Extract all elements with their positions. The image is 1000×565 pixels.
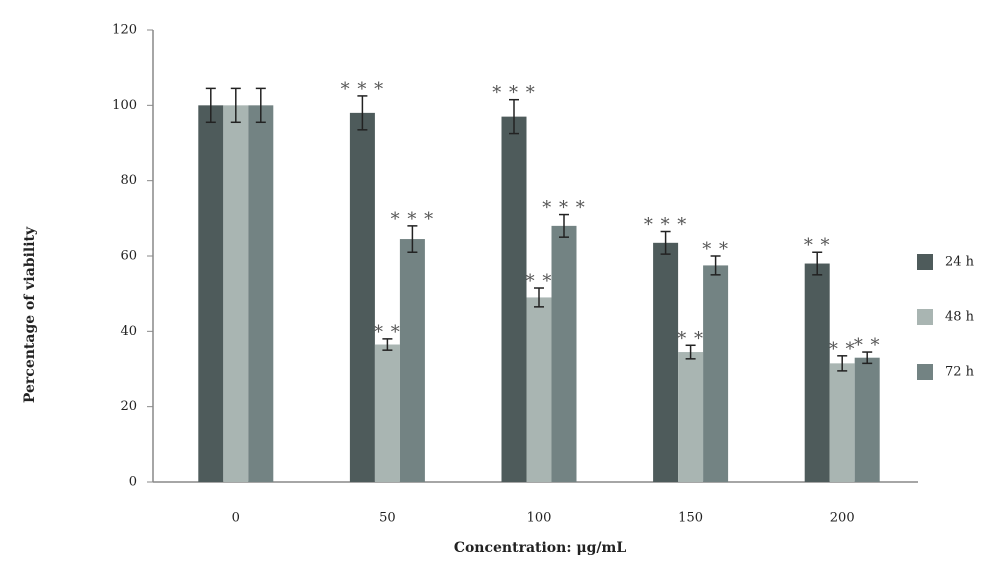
error-bar xyxy=(710,255,721,276)
bar xyxy=(526,297,552,482)
legend-swatch xyxy=(917,254,933,270)
error-bar xyxy=(812,251,823,276)
legend-swatch xyxy=(917,364,933,380)
significance-mark: * * xyxy=(702,239,729,260)
error-bar xyxy=(837,355,848,372)
bar xyxy=(223,105,249,482)
bar xyxy=(703,265,729,482)
bar xyxy=(349,112,375,482)
bar xyxy=(198,105,224,482)
significance-mark: * * * xyxy=(341,79,384,100)
y-tick-label: 60 xyxy=(120,249,137,264)
bar xyxy=(829,363,855,482)
bar xyxy=(653,242,679,482)
error-bar xyxy=(685,344,696,360)
x-tick-label: 50 xyxy=(379,511,396,526)
bar xyxy=(248,105,274,482)
bar xyxy=(551,225,577,482)
bar xyxy=(678,352,704,482)
y-tick-label: 20 xyxy=(120,399,137,414)
y-tick-label: 120 xyxy=(112,23,137,38)
error-bar xyxy=(559,213,569,238)
legend-label: 24 h xyxy=(945,255,975,270)
significance-mark: * * xyxy=(829,339,856,360)
error-bar xyxy=(407,225,418,253)
y-tick-label: 40 xyxy=(120,324,137,339)
bar xyxy=(501,116,527,482)
significance-mark: * * xyxy=(374,322,401,343)
error-bar xyxy=(660,230,671,255)
error-bar xyxy=(862,351,873,365)
significance-mark: * * * xyxy=(391,209,434,230)
y-tick-label: 80 xyxy=(120,173,137,188)
error-bar xyxy=(509,98,519,135)
significance-mark: * * * xyxy=(644,215,687,236)
significance-mark: * * xyxy=(804,235,831,256)
error-bar xyxy=(255,87,266,124)
legend-label: 48 h xyxy=(945,310,975,325)
significance-mark: * * * xyxy=(542,198,585,219)
legend-swatch xyxy=(917,309,933,325)
error-bar xyxy=(230,87,241,124)
error-bar xyxy=(205,87,216,124)
legend-label: 72 h xyxy=(945,365,975,380)
y-axis-title: Percentage of viability xyxy=(22,226,38,403)
error-bar xyxy=(357,95,368,131)
significance-mark: * * xyxy=(677,328,704,349)
significance-mark: * * * xyxy=(492,83,535,104)
x-tick-label: 100 xyxy=(527,511,552,526)
bar xyxy=(374,344,400,482)
significance-mark: * * xyxy=(526,271,553,292)
error-bar xyxy=(534,287,544,308)
x-tick-label: 0 xyxy=(232,511,240,526)
bar xyxy=(854,357,880,482)
error-bar xyxy=(382,338,393,351)
bar xyxy=(804,263,830,482)
y-tick-label: 100 xyxy=(112,98,137,113)
x-tick-label: 200 xyxy=(830,511,855,526)
significance-mark: * * xyxy=(854,335,881,356)
x-tick-label: 150 xyxy=(678,511,703,526)
y-tick-label: 0 xyxy=(129,475,137,490)
bar xyxy=(399,239,425,482)
x-axis-title: Concentration: μg/mL xyxy=(454,540,626,556)
